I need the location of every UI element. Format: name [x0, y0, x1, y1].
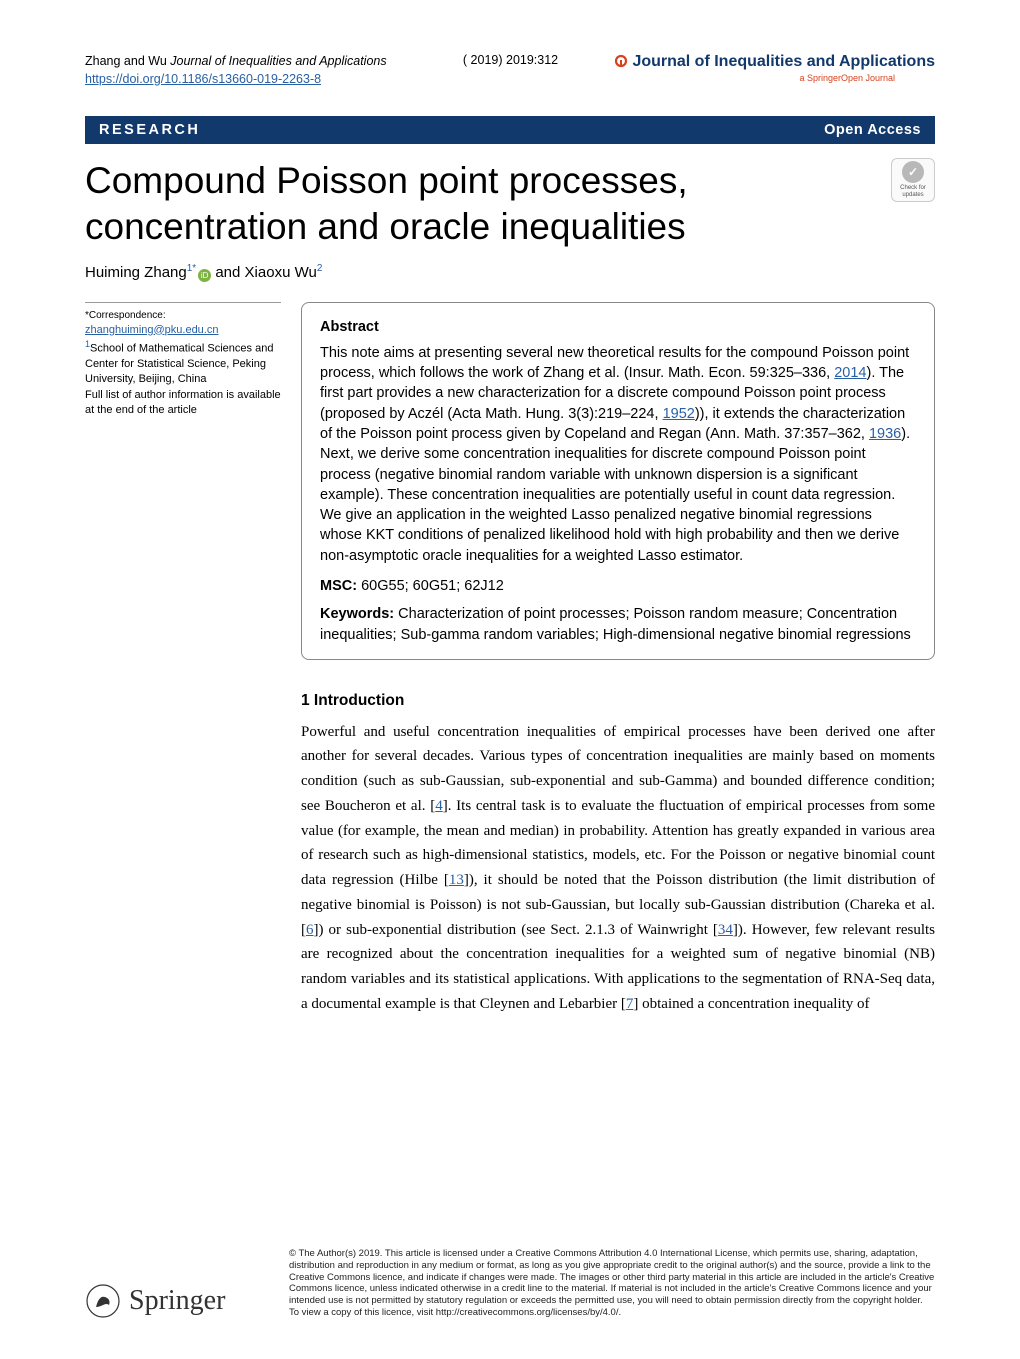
springer-horse-icon	[85, 1283, 121, 1319]
intro-cite-3[interactable]: 6	[306, 922, 314, 938]
authors-and: and	[211, 264, 244, 281]
introduction-section: 1 Introduction Powerful and useful conce…	[301, 688, 935, 1017]
banner-left: RESEARCH	[99, 122, 200, 138]
author-1: Huiming Zhang	[85, 264, 187, 281]
updates-text: Check for updates	[900, 185, 926, 198]
updates-text-2: updates	[902, 192, 923, 198]
orcid-icon[interactable]: iD	[198, 269, 211, 282]
page-footer: Springer © The Author(s) 2019. This arti…	[85, 1248, 935, 1319]
journal-brand-block: Journal of Inequalities and Applications…	[614, 53, 935, 83]
intro-cite-4[interactable]: 34	[718, 922, 733, 938]
author-2-aff[interactable]: 2	[317, 263, 323, 274]
citation-block: Zhang and Wu Journal of Inequalities and…	[85, 53, 387, 88]
authors-line: Huiming Zhang1*iD and Xiaoxu Wu2	[85, 263, 935, 282]
abstract-ref-1[interactable]: 2014	[834, 365, 866, 381]
citation-authors: Zhang and Wu	[85, 54, 167, 68]
check-for-updates-badge[interactable]: ✓ Check for updates	[891, 158, 935, 202]
intro-cite-1[interactable]: 4	[435, 798, 443, 814]
msc-codes: 60G55; 60G51; 62J12	[361, 578, 504, 594]
sidebar-abstract-row: *Correspondence: zhanghuiming@pku.edu.cn…	[85, 302, 935, 660]
abstract-label: Abstract	[320, 317, 916, 337]
open-access-icon	[614, 54, 628, 68]
springer-open-tag: a SpringerOpen Journal	[614, 73, 935, 83]
journal-brand-text: Journal of Inequalities and Applications	[632, 53, 935, 70]
correspondence-sidebar: *Correspondence: zhanghuiming@pku.edu.cn…	[85, 302, 281, 660]
keywords-text: Characterization of point processes; Poi…	[320, 606, 911, 642]
updates-icon: ✓	[902, 161, 924, 183]
abstract-text-1: This note aims at presenting several new…	[320, 345, 909, 381]
journal-brand-name: Journal of Inequalities and Applications	[614, 53, 935, 71]
title-row: Compound Poisson point processes, concen…	[85, 158, 935, 251]
affiliation-line: 1School of Mathematical Sciences and Cen…	[85, 338, 281, 388]
intro-text-d: ]) or sub-exponential distribution (see …	[314, 922, 718, 938]
keywords-label: Keywords:	[320, 606, 394, 622]
springer-logo-text: Springer	[129, 1285, 225, 1317]
correspondence-email[interactable]: zhanghuiming@pku.edu.cn	[85, 324, 218, 336]
intro-text-f: ] obtained a concentration inequality of	[633, 996, 869, 1012]
affiliation-text: School of Mathematical Sciences and Cent…	[85, 343, 273, 386]
intro-cite-2[interactable]: 13	[449, 872, 464, 888]
intro-heading: 1 Introduction	[301, 688, 935, 714]
author-1-aff[interactable]: 1*	[187, 263, 196, 274]
doi-link[interactable]: https://doi.org/10.1186/s13660-019-2263-…	[85, 72, 321, 86]
research-banner: RESEARCH Open Access	[85, 116, 935, 144]
abstract-text-4: ). Next, we derive some concentration in…	[320, 426, 910, 564]
abstract-body: This note aims at presenting several new…	[320, 343, 916, 566]
author-2: Xiaoxu Wu	[245, 264, 317, 281]
intro-paragraph: Powerful and useful concentration inequa…	[301, 720, 935, 1017]
full-list-note: Full list of author information is avail…	[85, 388, 281, 419]
copyright-text: © The Author(s) 2019. This article is li…	[289, 1248, 935, 1319]
abstract-ref-3[interactable]: 1936	[869, 426, 901, 442]
citation-issue: ( 2019) 2019:312	[443, 53, 558, 67]
msc-label: MSC:	[320, 578, 357, 594]
page-header: Zhang and Wu Journal of Inequalities and…	[85, 53, 935, 88]
keywords-block: Keywords: Characterization of point proc…	[320, 604, 916, 645]
abstract-ref-2[interactable]: 1952	[663, 406, 695, 422]
article-title: Compound Poisson point processes, concen…	[85, 158, 935, 251]
msc-block: MSC: 60G55; 60G51; 62J12	[320, 576, 916, 596]
citation-journal: Journal of Inequalities and Applications	[170, 54, 386, 68]
springer-logo: Springer	[85, 1283, 265, 1319]
correspondence-label: *Correspondence:	[85, 309, 281, 323]
banner-right: Open Access	[824, 122, 921, 138]
updates-text-1: Check for	[900, 185, 926, 191]
abstract-box: Abstract This note aims at presenting se…	[301, 302, 935, 660]
